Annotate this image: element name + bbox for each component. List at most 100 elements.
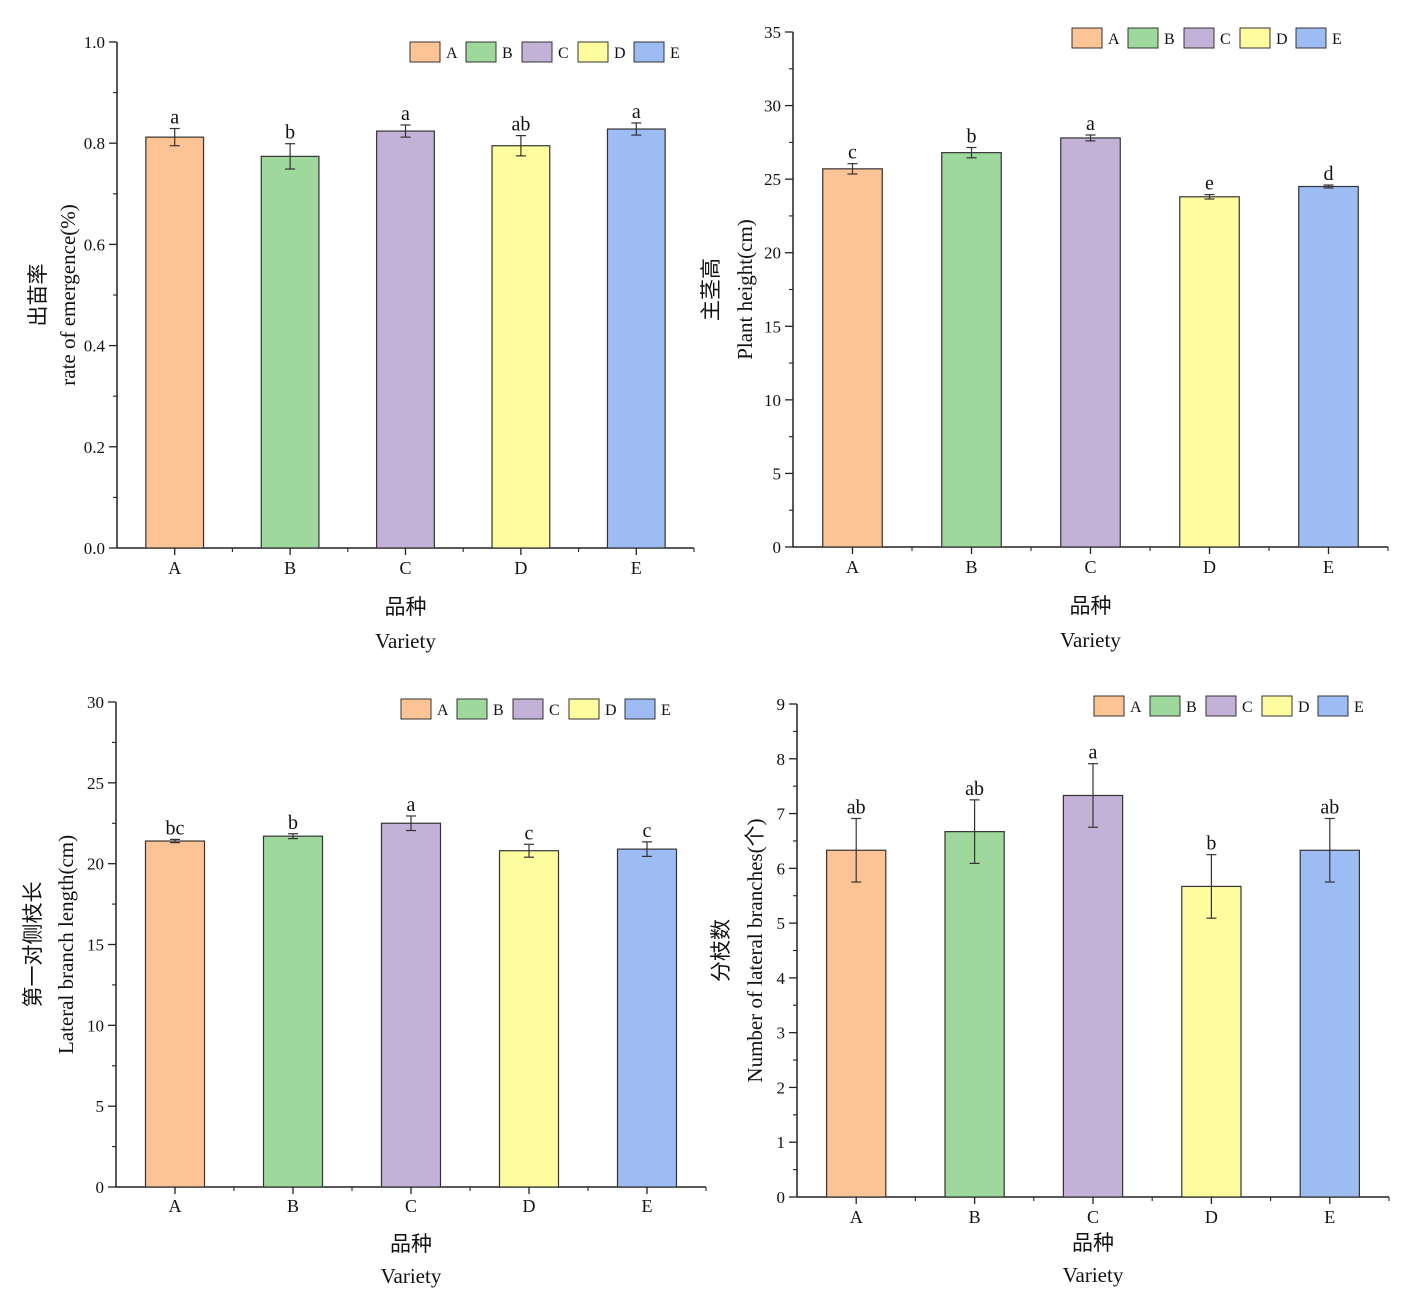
legend-label-E: E — [1354, 699, 1364, 716]
y-tick-label: 0.0 — [84, 539, 105, 558]
legend-label-B: B — [1186, 699, 1197, 716]
x-tick-label-E: E — [1324, 1207, 1335, 1227]
x-tick-label-B: B — [969, 1207, 981, 1227]
legend-swatch-D — [1239, 27, 1271, 49]
legend: A B C D E — [1093, 695, 1364, 717]
x-tick-label-D: D — [523, 1196, 536, 1216]
significance-label-A: ab — [847, 796, 866, 818]
significance-label-E: a — [632, 101, 641, 123]
x-tick-label-A: A — [846, 557, 859, 577]
significance-label-B: b — [967, 126, 977, 148]
legend: A B C D E — [1071, 27, 1342, 49]
chart-panel-4: 0 1 2 3 4 5 6 7 8 9 ab Aab Ba Cb Dab E A B C D E 分枝数 Number of… — [709, 695, 1390, 1287]
bar-A — [144, 840, 206, 1188]
y-tick-label: 3 — [777, 1024, 786, 1043]
x-tick-label-C: C — [1084, 557, 1096, 577]
y-tick-label: 5 — [96, 1097, 105, 1116]
bar-E — [1298, 185, 1359, 548]
x-axis-label-cn: 品种 — [1070, 594, 1112, 618]
significance-label-D: b — [1206, 833, 1216, 855]
y-tick-label: 0 — [777, 1188, 786, 1207]
x-axis-label-cn: 品种 — [390, 1232, 432, 1256]
y-tick-label: 6 — [777, 859, 786, 878]
legend-swatch-B — [1149, 695, 1181, 717]
x-tick-label-B: B — [965, 557, 977, 577]
x-axis-label-en: Variety — [381, 1264, 442, 1288]
x-axis-label-en: Variety — [1063, 1263, 1124, 1287]
y-axis-label-en: Lateral branch length(cm) — [54, 835, 78, 1054]
legend-label-B: B — [493, 702, 504, 719]
significance-label-E: c — [643, 820, 652, 842]
legend-swatch-D — [577, 41, 609, 63]
y-tick-label: 5 — [777, 914, 786, 933]
x-axis-label-en: Variety — [1060, 628, 1121, 652]
chart-panel-1: 0.0 0.2 0.4 0.6 0.8 1.0 a Ab Ba Cab Da E A B C D E 出苗率 rat… — [26, 33, 695, 653]
x-axis-label-cn: 品种 — [1072, 1231, 1114, 1255]
legend-label-D: D — [1276, 31, 1288, 48]
legend-label-A: A — [446, 45, 458, 62]
legend-swatch-E — [624, 698, 656, 720]
y-tick-label: 0.2 — [84, 438, 105, 457]
legend-label-A: A — [1130, 699, 1142, 716]
significance-label-C: a — [1089, 742, 1098, 764]
y-tick-label: 2 — [777, 1078, 786, 1097]
y-tick-label: 4 — [777, 969, 786, 988]
bar-A — [822, 168, 883, 548]
x-tick-label-C: C — [1087, 1207, 1099, 1227]
bar-A — [825, 849, 887, 1198]
y-tick-label: 0.6 — [84, 235, 105, 254]
x-tick-label-A: A — [169, 1196, 182, 1216]
y-tick-label: 30 — [87, 693, 104, 712]
x-tick-label-C: C — [405, 1196, 417, 1216]
legend-label-D: D — [605, 702, 617, 719]
bar-B — [944, 831, 1005, 1198]
legend-label-D: D — [614, 45, 626, 62]
x-tick-label-C: C — [399, 558, 411, 578]
legend-label-B: B — [1164, 31, 1175, 48]
x-tick-label-A: A — [168, 558, 181, 578]
bar-B — [260, 155, 320, 549]
legend-label-C: C — [558, 45, 569, 62]
significance-label-E: ab — [1320, 796, 1339, 818]
y-axis-label-cn: 主茎高 — [699, 258, 723, 321]
legend-label-E: E — [661, 702, 671, 719]
y-tick-label: 10 — [87, 1016, 104, 1035]
legend-swatch-D — [568, 698, 600, 720]
significance-label-C: a — [407, 794, 416, 816]
legend: A B C D E — [409, 41, 680, 63]
significance-label-E: d — [1324, 163, 1334, 185]
y-tick-label: 0.8 — [84, 134, 105, 153]
legend-label-A: A — [437, 702, 449, 719]
y-tick-label: 1.0 — [84, 33, 105, 52]
bar-D — [491, 145, 551, 549]
chart-panel-3: 0 5 10 15 20 25 30 bc Ab Ba Cc Dc E A B C D E 第一对侧枝长 Latera… — [21, 693, 707, 1288]
significance-label-D: c — [525, 822, 534, 844]
significance-label-D: ab — [511, 114, 530, 136]
significance-label-B: b — [288, 812, 298, 834]
significance-label-A: c — [848, 142, 857, 164]
bar-C — [380, 822, 442, 1188]
legend-swatch-E — [1317, 695, 1349, 717]
bar-B — [262, 835, 324, 1188]
legend-label-E: E — [670, 45, 680, 62]
x-axis-label-cn: 品种 — [385, 595, 427, 619]
legend-swatch-E — [633, 41, 665, 63]
legend-swatch-C — [521, 41, 553, 63]
y-axis-label-cn: 第一对侧枝长 — [21, 882, 45, 1008]
y-tick-label: 25 — [764, 170, 781, 189]
legend-swatch-B — [456, 698, 488, 720]
legend-swatch-A — [1071, 27, 1103, 49]
legend-label-C: C — [1242, 699, 1253, 716]
y-tick-label: 20 — [764, 244, 781, 263]
bar-D — [498, 850, 560, 1188]
y-tick-label: 35 — [764, 23, 781, 42]
bar-D — [1179, 196, 1240, 548]
y-tick-label: 0.4 — [84, 337, 106, 356]
bar-E — [616, 848, 678, 1188]
y-tick-label: 25 — [87, 774, 104, 793]
legend-swatch-D — [1261, 695, 1293, 717]
significance-label-B: ab — [965, 778, 984, 800]
legend-label-C: C — [1220, 31, 1231, 48]
y-tick-label: 7 — [777, 805, 786, 824]
